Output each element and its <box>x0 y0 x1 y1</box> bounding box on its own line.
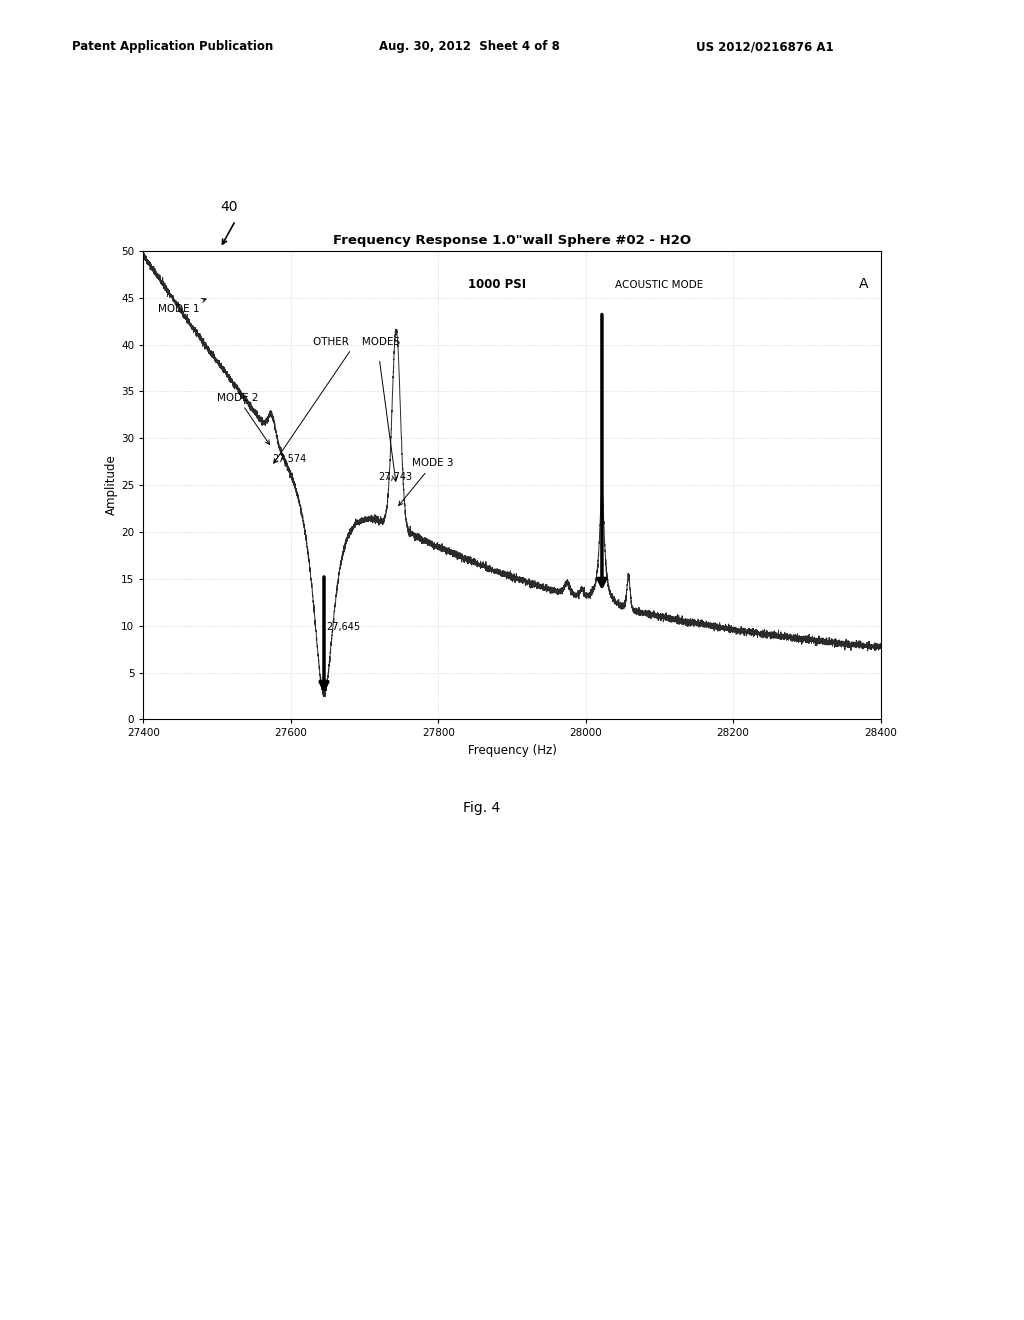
Text: Aug. 30, 2012  Sheet 4 of 8: Aug. 30, 2012 Sheet 4 of 8 <box>379 40 560 53</box>
Text: MODE 3: MODE 3 <box>398 458 454 506</box>
Title: Frequency Response 1.0"wall Sphere #02 - H2O: Frequency Response 1.0"wall Sphere #02 -… <box>333 234 691 247</box>
Text: OTHER    MODES: OTHER MODES <box>273 337 400 463</box>
Text: 27,645: 27,645 <box>327 622 360 632</box>
Text: 27,574: 27,574 <box>272 454 306 463</box>
Text: US 2012/0216876 A1: US 2012/0216876 A1 <box>696 40 834 53</box>
Text: MODE 1: MODE 1 <box>158 298 206 314</box>
Text: 1000 PSI: 1000 PSI <box>468 279 526 292</box>
X-axis label: Frequency (Hz): Frequency (Hz) <box>468 744 556 756</box>
Text: ACOUSTIC MODE: ACOUSTIC MODE <box>615 280 703 290</box>
Y-axis label: Amplitude: Amplitude <box>105 454 119 516</box>
Text: Fig. 4: Fig. 4 <box>463 801 500 814</box>
Text: Patent Application Publication: Patent Application Publication <box>72 40 273 53</box>
Text: MODE 2: MODE 2 <box>217 393 269 445</box>
Text: A: A <box>858 277 868 292</box>
Text: 40: 40 <box>220 201 238 214</box>
Text: 27,743: 27,743 <box>378 473 412 482</box>
